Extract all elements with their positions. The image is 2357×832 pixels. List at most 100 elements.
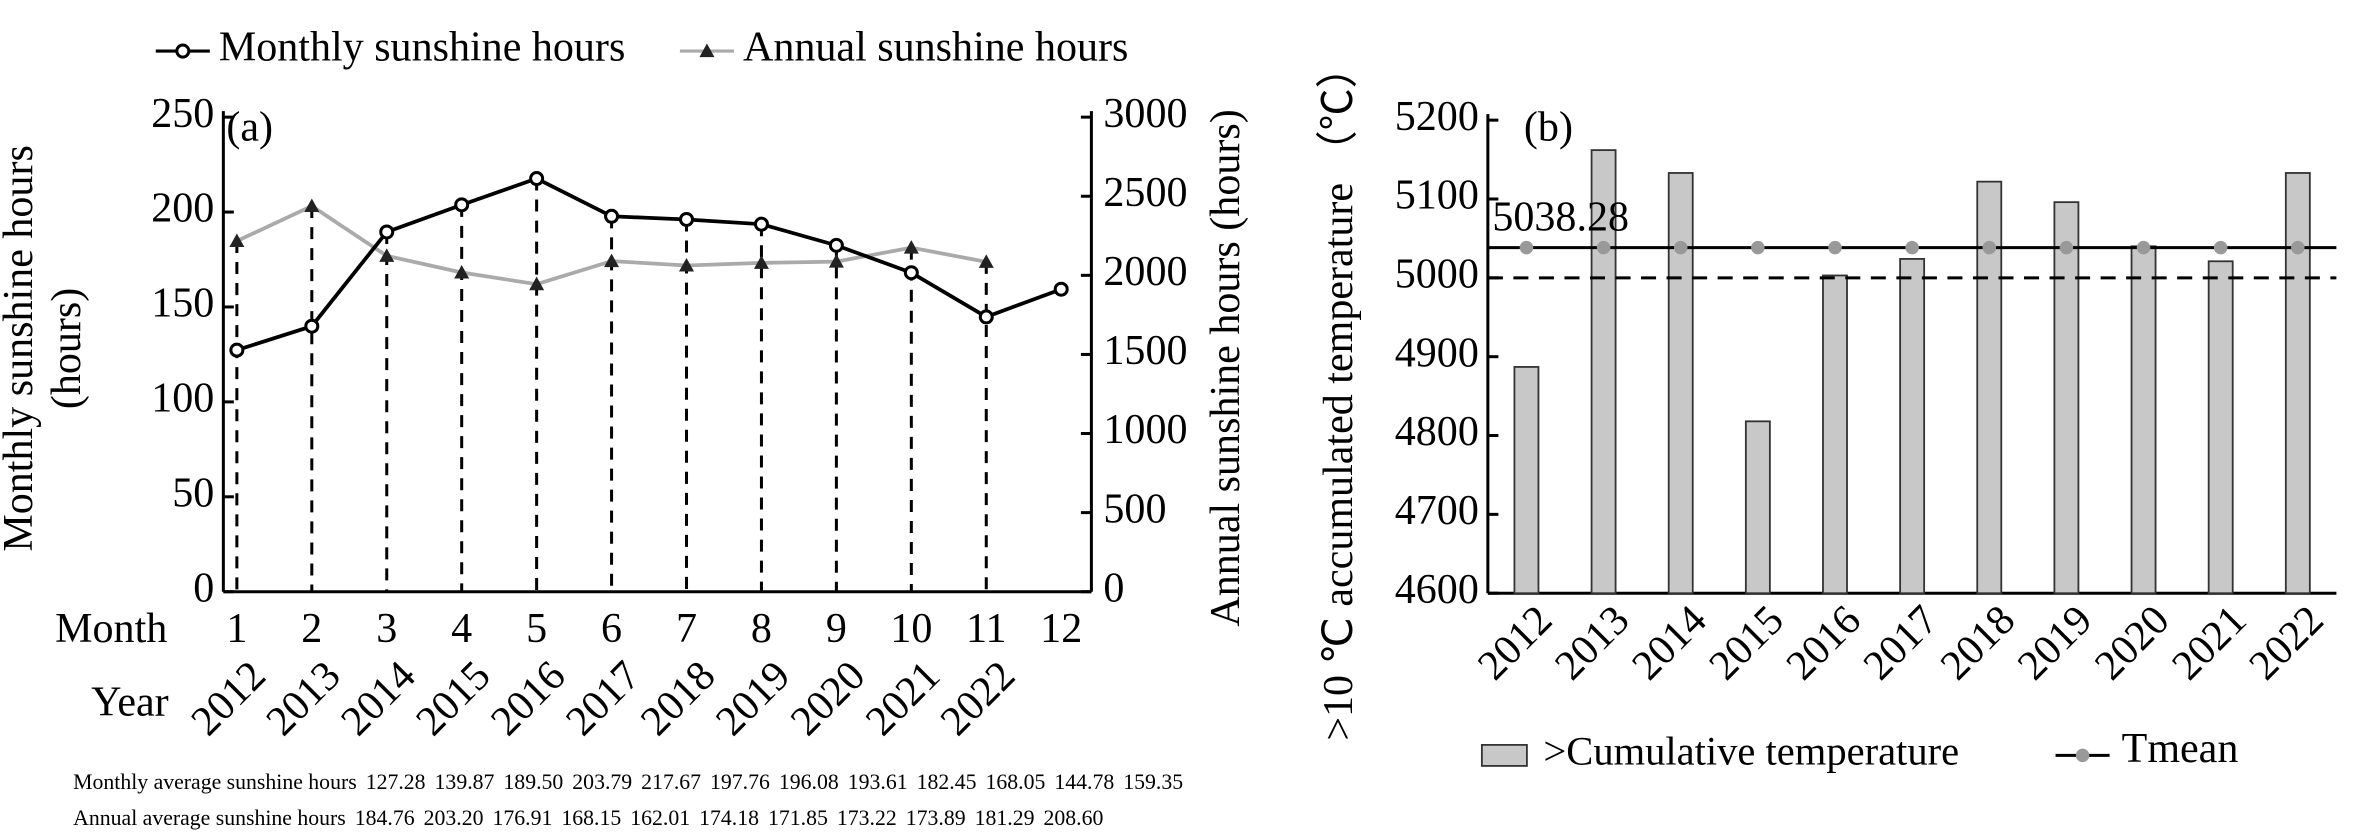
mean-point — [1673, 240, 1688, 255]
year-label: 2020 — [782, 653, 874, 745]
table-cell: 196.08 — [779, 770, 839, 794]
legend-marker — [699, 43, 715, 58]
y2-tick-label: 3000 — [1103, 91, 1187, 137]
mean-point — [1519, 240, 1534, 255]
bar — [2207, 260, 2234, 595]
point — [454, 264, 470, 279]
x-tick-label: 2 — [301, 606, 322, 652]
table-cell: 208.60 — [1043, 806, 1103, 830]
mean-point — [2136, 240, 2151, 255]
legend-label: Monthly sunshine hours — [219, 25, 625, 71]
legend-marker — [175, 43, 191, 59]
year-label: 2015 — [408, 653, 500, 745]
mean-point — [2059, 240, 2074, 255]
point — [753, 216, 769, 232]
point — [753, 255, 769, 269]
y-tick-label: 150 — [151, 281, 214, 327]
table-cell: 217.67 — [641, 770, 701, 794]
table-cell: 173.22 — [837, 806, 897, 830]
y-tick-label: 4600 — [1395, 567, 1479, 613]
table-cell: 139.87 — [435, 770, 495, 794]
bar — [1513, 366, 1540, 595]
x-tick-label: 1 — [226, 606, 247, 652]
year-label: 2018 — [632, 653, 724, 745]
table-cell: 203.20 — [424, 806, 484, 830]
y-tick-label: 250 — [151, 91, 214, 137]
year-label: 2012 — [183, 653, 275, 745]
year-axis-label: Year — [91, 680, 168, 726]
x-tick-label: 10 — [890, 606, 932, 652]
point — [1053, 281, 1069, 297]
y2-tick-label: 2000 — [1103, 249, 1187, 295]
point — [828, 254, 844, 268]
point — [604, 208, 620, 224]
x-tick-label: 8 — [751, 606, 772, 652]
bar — [1667, 172, 1694, 595]
mean-point — [2291, 240, 2305, 255]
table-cell: 203.79 — [572, 770, 632, 794]
table-cell: 174.18 — [699, 806, 759, 830]
table-cell: 184.76 — [355, 806, 415, 830]
y-tick-label: 5100 — [1395, 173, 1479, 219]
year-label: 2022 — [932, 653, 1024, 745]
y-label: (hours) — [44, 288, 90, 409]
bar — [2130, 245, 2157, 595]
year-label: 2016 — [483, 653, 575, 745]
y2-tick-label: 1000 — [1103, 407, 1187, 453]
point — [903, 240, 919, 254]
bar — [1899, 258, 1926, 595]
y-label: Monthly sunshine hours — [0, 145, 42, 551]
bar — [1744, 420, 1771, 595]
table-cell: 197.76 — [710, 770, 770, 794]
y2-tick-label: 2500 — [1103, 170, 1187, 216]
point — [828, 237, 844, 253]
series-line — [236, 176, 1062, 352]
table-cell: 176.91 — [493, 806, 553, 830]
bar — [1822, 274, 1848, 595]
y-tick-label: 0 — [193, 565, 214, 611]
mean-point — [1751, 240, 1765, 255]
year-label: 2019 — [707, 653, 799, 745]
x-tick-label: 2014 — [1624, 597, 1716, 689]
table-cell: 193.61 — [848, 770, 908, 794]
panel-label: (a) — [226, 104, 273, 150]
point — [678, 211, 695, 228]
x-tick-label: 2018 — [1932, 597, 2024, 689]
bar — [2053, 201, 2080, 595]
table-cell: 171.85 — [768, 806, 828, 830]
point — [379, 248, 395, 262]
table-cell: 162.01 — [630, 806, 690, 830]
table-cell: 144.78 — [1054, 770, 1114, 794]
year-label: 2014 — [333, 653, 425, 745]
legend-marker — [2075, 748, 2090, 763]
mean-point — [1905, 240, 1919, 255]
x-tick-label: 2017 — [1855, 597, 1947, 689]
x-tick-label: 2015 — [1701, 597, 1793, 689]
point — [529, 171, 545, 187]
x-label: Month — [55, 606, 167, 652]
y2-tick-label: 1500 — [1103, 328, 1187, 374]
panel-label: (b) — [1524, 104, 1573, 150]
point — [454, 197, 470, 213]
table-cell: 168.05 — [986, 770, 1046, 794]
x-tick-label: 7 — [676, 606, 697, 652]
mean-point — [2213, 240, 2228, 255]
y2-label: Annual sunshine hours (hours) — [1203, 109, 1249, 626]
x-tick-label: 2020 — [2086, 597, 2178, 689]
mean-label: 5038.28 — [1492, 194, 1629, 240]
y-tick-label: 5000 — [1395, 251, 1479, 297]
legend-label: Tmean — [2122, 726, 2239, 772]
table-cell: 173.89 — [906, 806, 966, 830]
year-label: 2021 — [857, 653, 949, 745]
mean-point — [1828, 240, 1842, 255]
point — [903, 265, 919, 281]
point — [304, 198, 320, 213]
table-cell: 181.29 — [975, 806, 1035, 830]
x-tick-label: 2013 — [1547, 597, 1639, 689]
legend-label: >Cumulative temperature — [1543, 729, 1959, 774]
y-tick-label: 50 — [172, 470, 214, 516]
y2-tick-label: 0 — [1103, 565, 1124, 611]
point — [529, 276, 545, 291]
